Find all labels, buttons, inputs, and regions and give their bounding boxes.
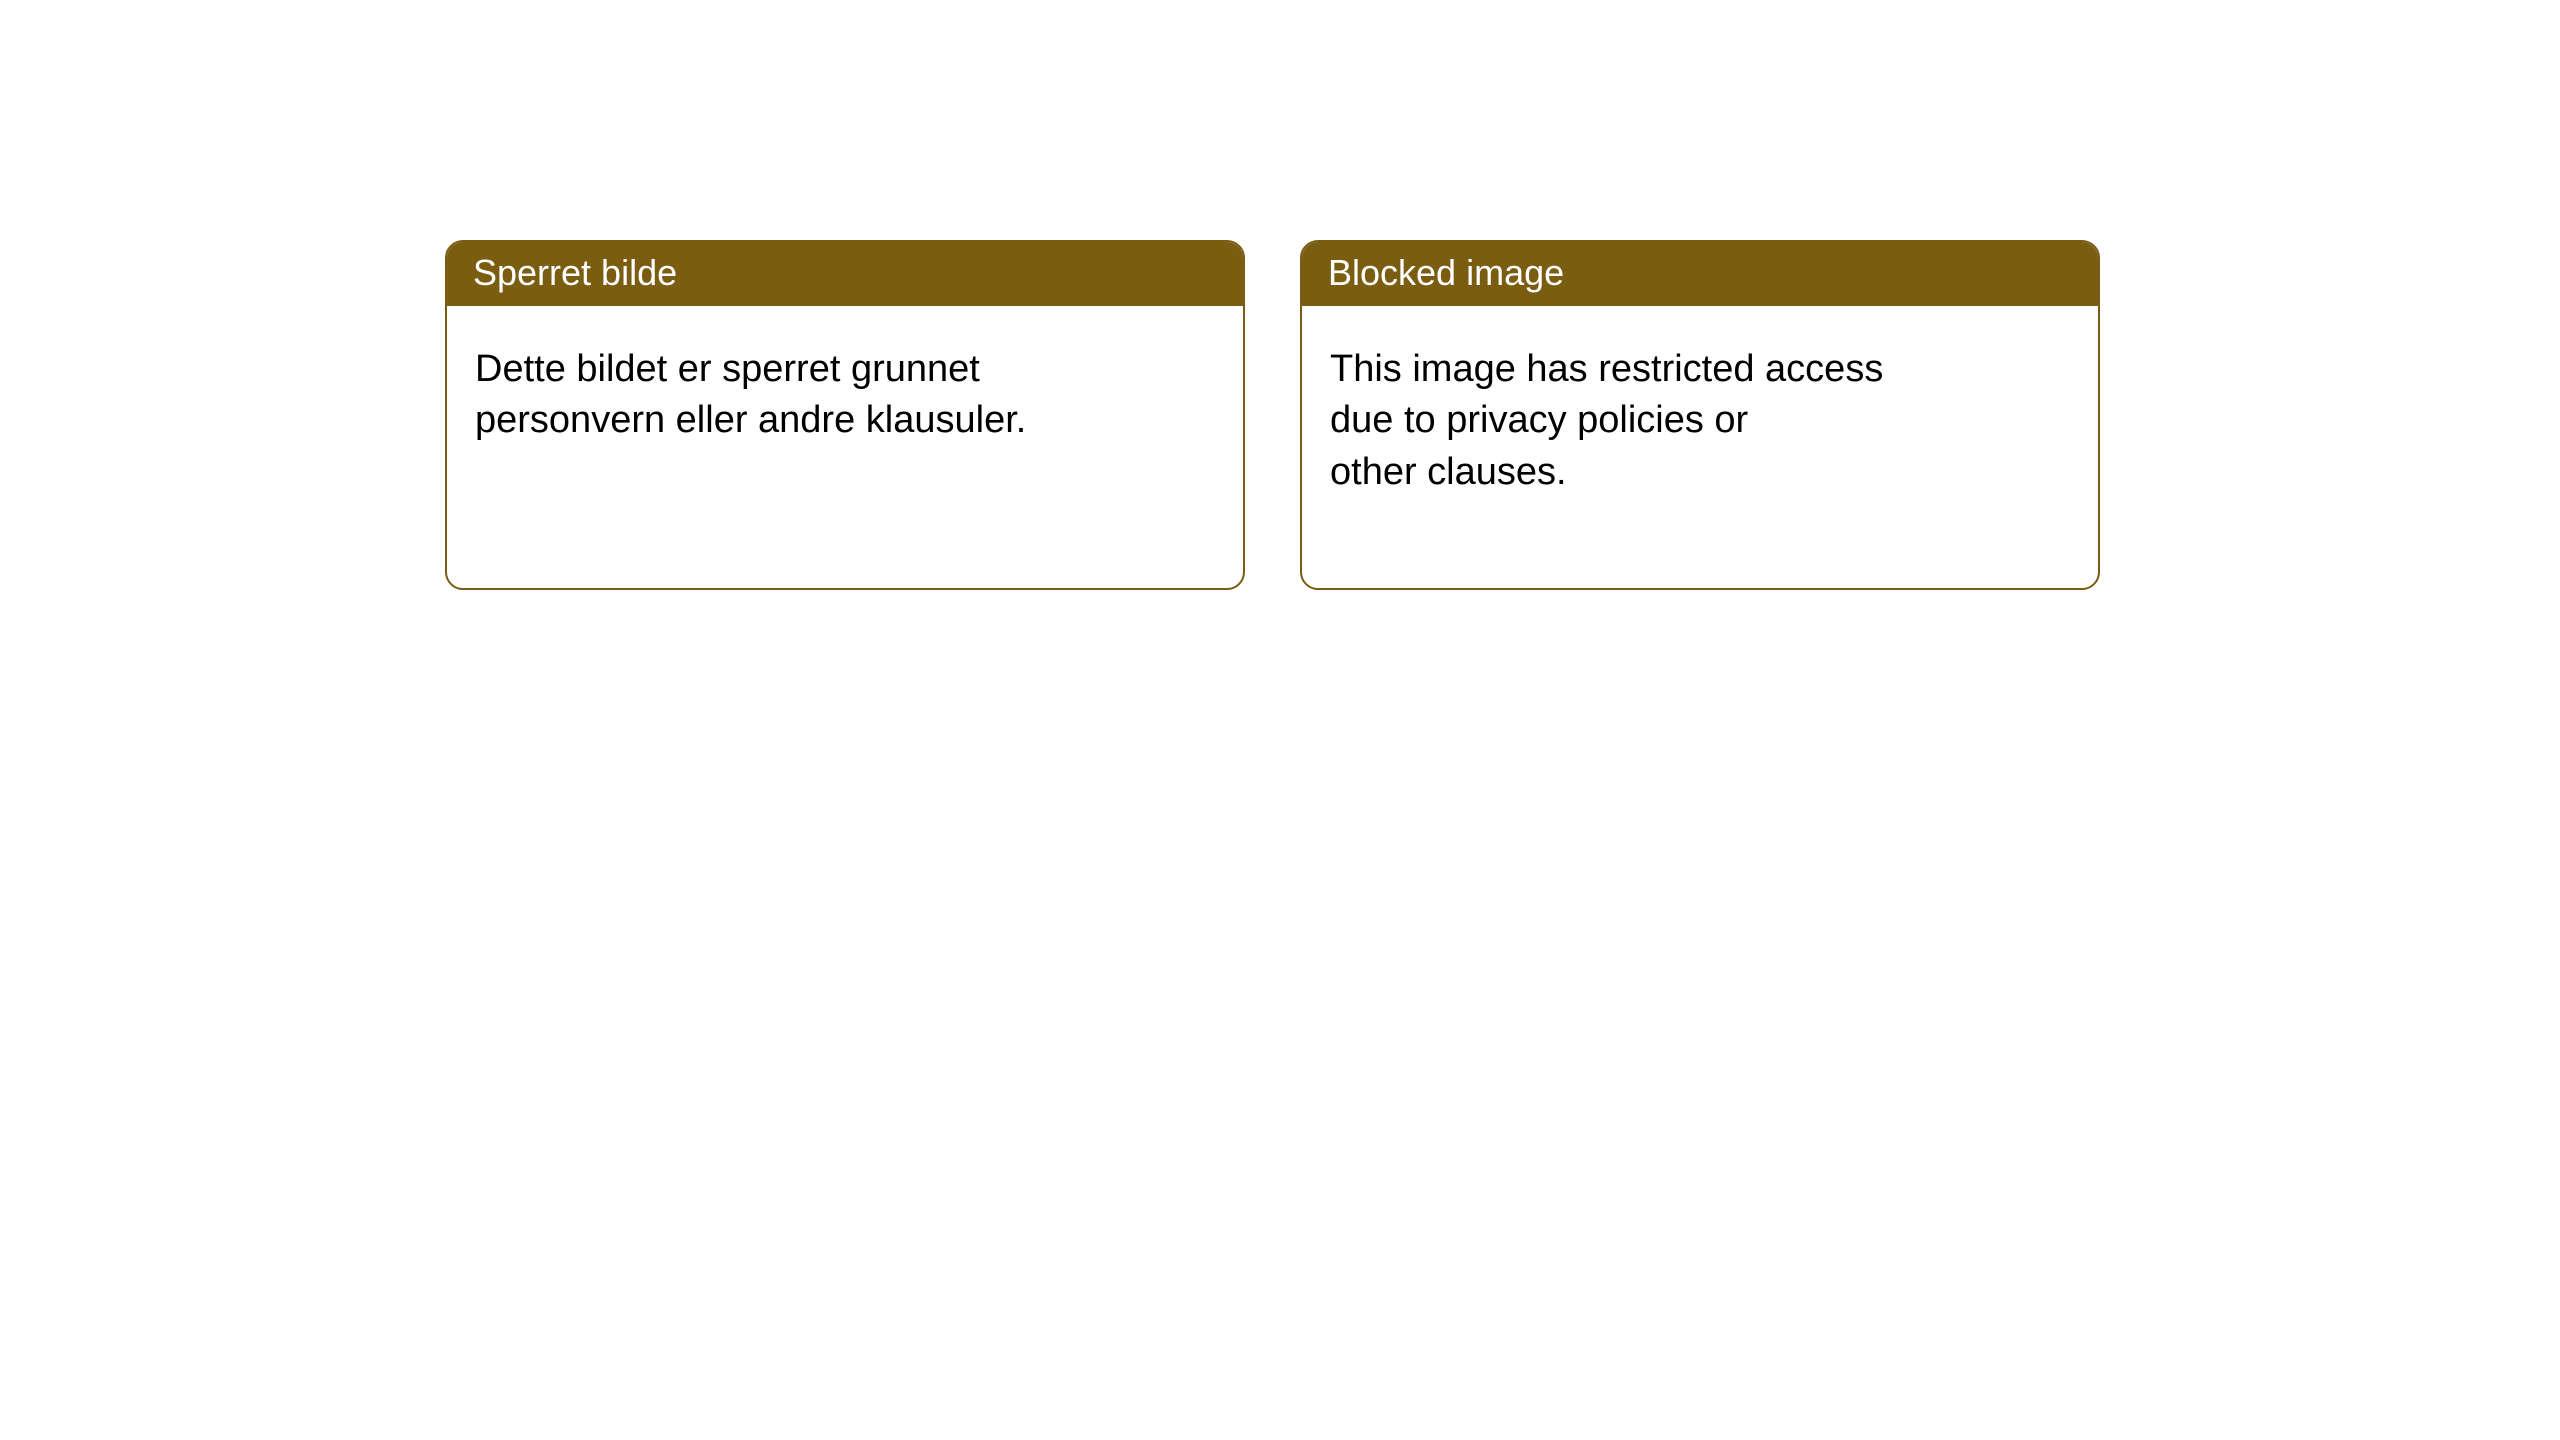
- notice-body: This image has restricted access due to …: [1302, 306, 1982, 588]
- notice-card-norwegian: Sperret bilde Dette bildet er sperret gr…: [445, 240, 1245, 590]
- notice-card-english: Blocked image This image has restricted …: [1300, 240, 2100, 590]
- notice-body: Dette bildet er sperret grunnet personve…: [447, 306, 1127, 537]
- notice-container: Sperret bilde Dette bildet er sperret gr…: [0, 0, 2560, 590]
- notice-header: Blocked image: [1302, 242, 2098, 306]
- notice-header: Sperret bilde: [447, 242, 1243, 306]
